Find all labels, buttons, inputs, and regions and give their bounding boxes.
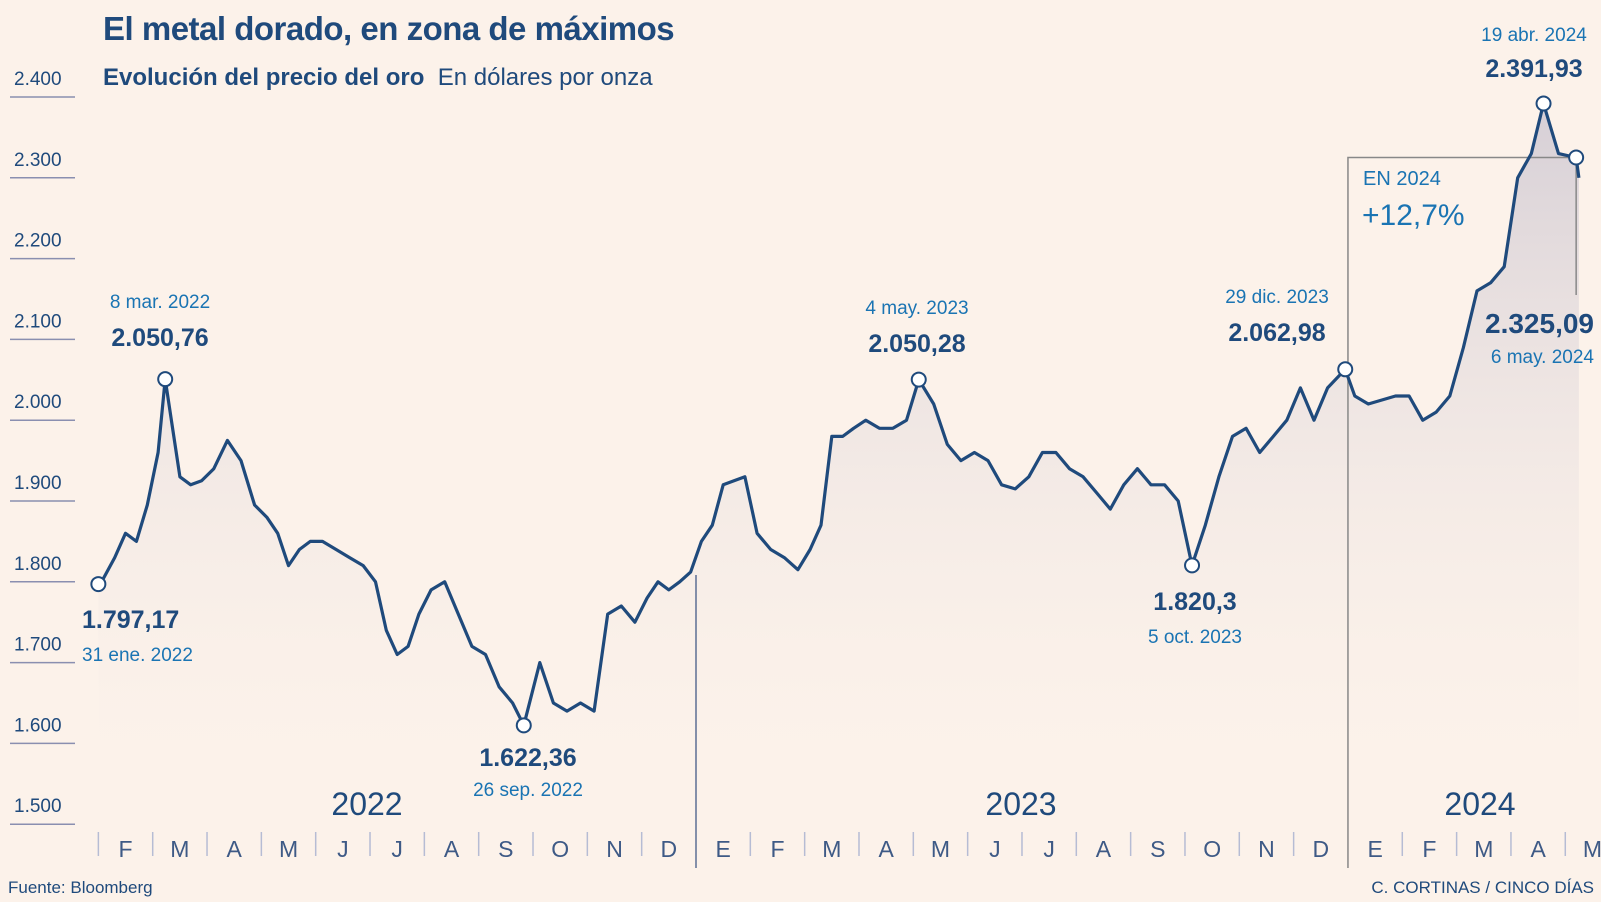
label-date-may2024: 6 may. 2024 — [1490, 347, 1594, 368]
month-label: M — [1583, 836, 1601, 862]
month-label: D — [1312, 836, 1329, 862]
chart-title: El metal dorado, en zona de máximos — [103, 10, 675, 47]
source-note: Fuente: Bloomberg — [8, 878, 153, 897]
y-tick-label: 2.000 — [14, 392, 62, 413]
label-value-may2024: 2.325,09 — [1485, 308, 1594, 339]
month-label: M — [931, 836, 950, 862]
month-label: O — [551, 836, 569, 862]
month-label: E — [1367, 836, 1382, 862]
y-tick-label: 1.600 — [14, 715, 62, 736]
month-label: F — [119, 836, 133, 862]
label-date-dec2023: 29 dic. 2023 — [1225, 287, 1329, 308]
month-label: J — [391, 836, 403, 862]
y-tick-label: 2.100 — [14, 311, 62, 332]
y-tick-label: 2.300 — [14, 150, 62, 171]
month-label: F — [1422, 836, 1436, 862]
annotation-marker — [1184, 557, 1201, 574]
year-label: 2023 — [985, 786, 1056, 822]
month-label: S — [498, 836, 513, 862]
month-label: M — [1474, 836, 1493, 862]
price-area — [98, 103, 1579, 825]
y-tick-label: 1.800 — [14, 554, 62, 575]
y-tick-label: 1.700 — [14, 635, 62, 656]
y-tick-label: 1.900 — [14, 473, 62, 494]
month-label: J — [337, 836, 349, 862]
label-date-sep2022: 26 sep. 2022 — [473, 780, 583, 801]
annotation-marker — [1337, 361, 1354, 378]
month-label: A — [878, 836, 894, 862]
month-label: J — [1043, 836, 1055, 862]
subtitle-unit: En dólares por onza — [437, 64, 653, 91]
y-tick-label: 2.400 — [14, 69, 62, 90]
label-date-may2023: 4 may. 2023 — [865, 298, 969, 319]
label-value-oct2023: 1.820,3 — [1153, 588, 1237, 616]
label-value-start: 1.797,17 — [82, 606, 180, 634]
label-value-sep2022: 1.622,36 — [479, 744, 577, 772]
label-date-oct2023: 5 oct. 2023 — [1147, 627, 1243, 648]
subtitle-main: Evolución del precio del oro — [103, 64, 425, 91]
annotation-marker — [910, 371, 927, 388]
annotation-marker — [157, 371, 174, 388]
year-label: 2024 — [1444, 786, 1515, 822]
month-label: M — [822, 836, 841, 862]
annotation-marker — [1568, 149, 1585, 166]
month-label: F — [770, 836, 784, 862]
label-value-may2023: 2.050,28 — [868, 330, 966, 358]
box-value: +12,7% — [1362, 199, 1465, 232]
y-tick-label: 2.200 — [14, 231, 62, 252]
label-value-apr2024: 2.391,93 — [1485, 55, 1583, 83]
annotation-marker — [1535, 95, 1552, 112]
month-label: A — [227, 836, 243, 862]
month-label: J — [989, 836, 1001, 862]
label-value-mar2022: 2.050,76 — [111, 324, 209, 352]
annotation-marker — [90, 576, 107, 593]
credit-note: C. CORTINAS / CINCO DÍAS — [1371, 878, 1594, 897]
month-label: M — [170, 836, 189, 862]
month-label: N — [606, 836, 623, 862]
ytd-box — [1347, 156, 1577, 868]
label-date-mar2022: 8 mar. 2022 — [109, 292, 211, 313]
year-label: 2022 — [331, 786, 402, 822]
y-tick-label: 1.500 — [14, 796, 62, 817]
month-label: S — [1150, 836, 1165, 862]
box-label: EN 2024 — [1363, 168, 1441, 190]
month-label: D — [661, 836, 678, 862]
label-value-dec2023: 2.062,98 — [1228, 319, 1326, 347]
label-date-apr2024: 19 abr. 2024 — [1481, 25, 1587, 46]
month-label: A — [1530, 836, 1546, 862]
chart-subtitle: Evolución del precio del oro En dólares … — [103, 64, 653, 92]
month-label: A — [444, 836, 460, 862]
month-label: O — [1203, 836, 1221, 862]
price-line — [97, 101, 1581, 727]
month-label: N — [1258, 836, 1275, 862]
month-label: A — [1096, 836, 1112, 862]
label-date-start: 31 ene. 2022 — [82, 645, 193, 666]
month-label: M — [279, 836, 298, 862]
month-label: E — [715, 836, 730, 862]
annotation-marker — [515, 717, 532, 734]
